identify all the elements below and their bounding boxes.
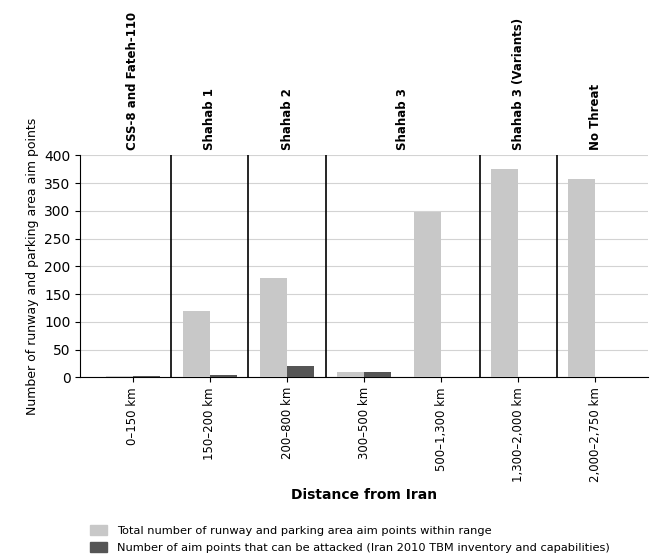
- Text: Shahab 3: Shahab 3: [396, 88, 409, 150]
- Bar: [260, 278, 287, 377]
- Bar: [568, 179, 595, 377]
- X-axis label: Distance from Iran: Distance from Iran: [291, 487, 437, 502]
- Bar: [210, 375, 237, 377]
- Bar: [414, 212, 441, 377]
- Bar: [491, 169, 518, 377]
- Bar: [183, 311, 210, 377]
- Legend: Total number of runway and parking area aim points within range, Number of aim p: Total number of runway and parking area …: [86, 521, 614, 555]
- Bar: [364, 372, 391, 377]
- Bar: [106, 376, 133, 377]
- Text: Shahab 3 (Variants): Shahab 3 (Variants): [512, 18, 524, 150]
- Bar: [287, 366, 314, 377]
- Bar: [133, 376, 160, 377]
- Text: Shahab 1: Shahab 1: [204, 88, 216, 150]
- Text: CSS-8 and Fateh-110: CSS-8 and Fateh-110: [126, 12, 140, 150]
- Text: Shahab 2: Shahab 2: [281, 88, 293, 150]
- Bar: [337, 372, 364, 377]
- Text: No Threat: No Threat: [589, 84, 602, 150]
- Y-axis label: Number of runway and parking area aim points: Number of runway and parking area aim po…: [25, 118, 39, 415]
